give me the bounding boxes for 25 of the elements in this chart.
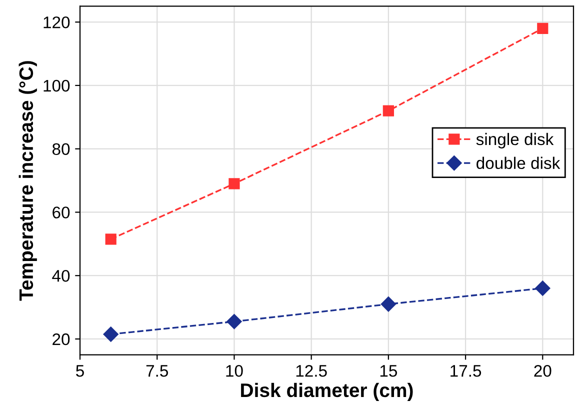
x-tick-label: 20: [534, 364, 552, 377]
x-axis-title: Disk diameter (cm): [241, 382, 413, 401]
x-tick-label: 17.5: [450, 365, 482, 377]
x-tick-label: 10: [226, 364, 243, 377]
point: [105, 234, 116, 245]
y-tick-label: 120: [44, 16, 70, 28]
point: [535, 280, 550, 296]
point: [228, 178, 240, 190]
x-tick-label: 5: [76, 365, 84, 377]
y-tick-label: 80: [52, 143, 70, 156]
y-tick-label: 20: [52, 333, 70, 346]
point: [382, 105, 394, 116]
point: [226, 314, 242, 330]
x-tick-label: 12.5: [296, 364, 327, 377]
y-tick-label: 40: [52, 270, 70, 282]
x-tick-label: 7.5: [146, 365, 168, 377]
legend-label: double disk: [476, 156, 560, 170]
point: [380, 296, 396, 312]
y-tick-label: 100: [44, 80, 70, 92]
point: [103, 326, 118, 342]
point: [537, 22, 548, 34]
x-tick-label: 15: [380, 365, 398, 377]
legend-label: single disk: [476, 132, 554, 148]
y-tick-label: 60: [52, 206, 70, 218]
y-axis-title: Temperature increase (°C): [18, 61, 37, 301]
